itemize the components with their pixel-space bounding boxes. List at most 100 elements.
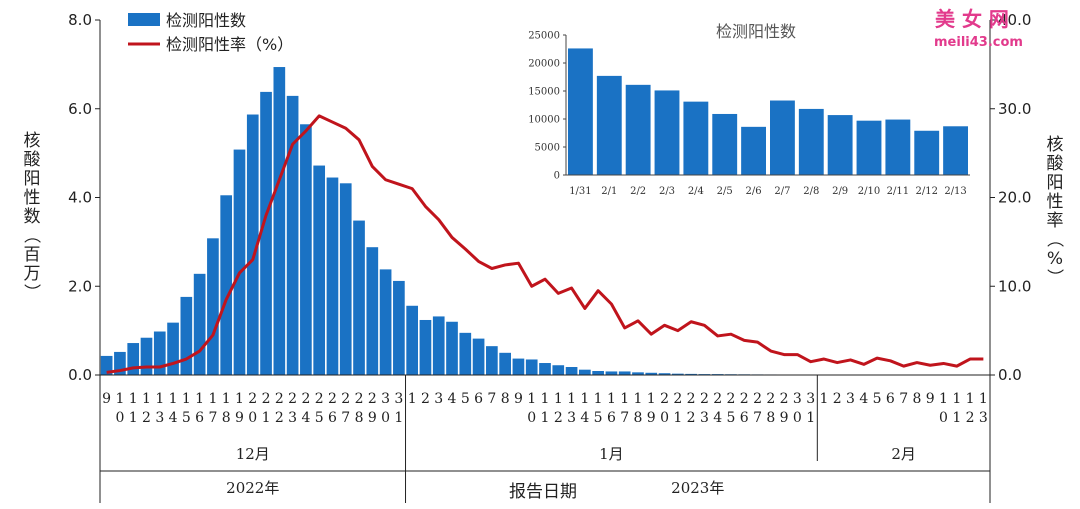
legend-bar-swatch — [128, 13, 160, 26]
inset-y-tick-4: 20000 — [528, 59, 560, 70]
right-tick-label-1: 10.0 — [998, 277, 1031, 295]
day-tick-59: 6 — [886, 391, 895, 407]
inset-x-tick-11: 2/11 — [887, 186, 909, 197]
bar-positives-17 — [326, 177, 339, 375]
day-tick-19-1: 8 — [355, 410, 364, 426]
inset-bar-12 — [914, 130, 940, 175]
inset-y-tick-3: 15000 — [528, 87, 560, 98]
legend-line-label: 检测阳性率（%） — [166, 35, 293, 54]
bar-positives-20 — [366, 247, 379, 375]
bar-positives-24 — [419, 319, 432, 375]
bar-positives-16 — [313, 165, 326, 375]
day-tick-35-0: 1 — [567, 391, 576, 407]
day-tick-14-1: 3 — [288, 410, 297, 426]
left-axis-title-char-5: （ — [21, 227, 41, 244]
day-tick-11-0: 2 — [248, 391, 257, 407]
inset-bar-9 — [827, 115, 853, 175]
day-tick-66-0: 1 — [979, 391, 988, 407]
inset-title: 检测阳性数 — [716, 22, 796, 41]
day-tick-37-0: 1 — [594, 391, 603, 407]
day-tick-46-0: 2 — [713, 391, 722, 407]
day-tick-18-0: 2 — [341, 391, 350, 407]
day-tick-62: 9 — [926, 391, 935, 407]
day-tick-53-0: 3 — [806, 391, 815, 407]
day-tick-36-1: 4 — [580, 410, 589, 426]
day-tick-13-1: 2 — [275, 410, 284, 426]
day-tick-34-1: 2 — [554, 410, 563, 426]
day-tick-65-0: 1 — [966, 391, 975, 407]
bar-positives-10 — [233, 149, 246, 375]
bar-positives-29 — [486, 346, 498, 375]
day-tick-33-1: 1 — [541, 410, 550, 426]
bar-positives-35 — [565, 367, 578, 375]
day-tick-23: 1 — [408, 391, 417, 407]
day-tick-18-1: 7 — [341, 410, 350, 426]
day-tick-2-0: 1 — [129, 391, 138, 407]
inset-bar-4 — [683, 101, 709, 175]
day-tick-0: 9 — [102, 391, 111, 407]
legend: 检测阳性数 检测阳性率（%） — [128, 11, 293, 54]
legend-bar-label: 检测阳性数 — [166, 11, 246, 30]
year-label-1: 2023年 — [671, 479, 724, 497]
right-axis-title-char-7: ） — [1044, 269, 1064, 286]
day-tick-2-1: 1 — [129, 410, 138, 426]
day-tick-5-1: 4 — [169, 410, 178, 426]
inset-bar-8 — [798, 108, 824, 175]
day-tick-36-0: 1 — [580, 391, 589, 407]
right-axis-title-char-4: 率 — [1047, 211, 1064, 231]
day-tick-58: 5 — [873, 391, 882, 407]
bar-positives-14 — [286, 95, 299, 375]
watermark-title: 美 女 网 — [935, 7, 1009, 31]
day-tick-61: 8 — [912, 391, 921, 407]
day-tick-51-1: 9 — [780, 410, 789, 426]
day-tick-1-1: 0 — [115, 410, 124, 426]
right-axis-title-char-3: 性 — [1047, 192, 1064, 212]
day-tick-29: 7 — [487, 391, 496, 407]
day-tick-46-1: 4 — [713, 410, 722, 426]
inset-x-tick-13: 2/13 — [944, 186, 966, 197]
day-tick-44-0: 2 — [687, 391, 696, 407]
inset-bar-5 — [712, 113, 738, 175]
day-tick-51-0: 2 — [780, 391, 789, 407]
day-tick-50-1: 8 — [766, 410, 775, 426]
day-tick-17-1: 6 — [328, 410, 337, 426]
day-tick-3-1: 2 — [142, 410, 151, 426]
inset-x-tick-8: 2/8 — [803, 186, 819, 197]
left-axis-title-char-3: 性 — [24, 188, 41, 208]
inset-x-tick-12: 2/12 — [915, 186, 937, 197]
right-tick-label-3: 30.0 — [998, 100, 1031, 118]
day-tick-34-0: 1 — [554, 391, 563, 407]
right-tick-label-0: 0.0 — [998, 366, 1022, 384]
inset-x-tick-5: 2/5 — [717, 186, 733, 197]
day-tick-22-1: 1 — [394, 410, 403, 426]
inset-y-tick-1: 5000 — [535, 143, 560, 154]
left-axis-title-char-6: 百 — [24, 245, 41, 265]
left-axis-title-char-2: 阳 — [24, 169, 41, 189]
day-tick-48-0: 2 — [740, 391, 749, 407]
day-tick-12-0: 2 — [262, 391, 271, 407]
day-tick-45-0: 2 — [700, 391, 709, 407]
day-tick-11-1: 0 — [248, 410, 257, 426]
bar-positives-36 — [579, 369, 591, 375]
day-tick-22-0: 3 — [394, 391, 403, 407]
day-tick-7-0: 1 — [195, 391, 204, 407]
day-tick-63-0: 1 — [939, 391, 948, 407]
day-tick-10-1: 9 — [235, 410, 244, 426]
day-tick-33-0: 1 — [541, 391, 550, 407]
inset-bar-6 — [741, 126, 766, 175]
day-tick-40-1: 8 — [634, 410, 643, 426]
left-axis-title-char-0: 核 — [24, 131, 41, 151]
watermark-url: meili43.com — [934, 35, 1023, 50]
bar-positives-2 — [127, 343, 140, 375]
left-axis-title-char-4: 数 — [24, 207, 41, 227]
day-tick-39-1: 7 — [620, 410, 629, 426]
day-tick-28: 6 — [474, 391, 483, 407]
day-tick-42-0: 2 — [660, 391, 669, 407]
bar-positives-9 — [220, 195, 233, 375]
inset-x-tick-6: 2/6 — [746, 186, 762, 197]
day-tick-15-0: 2 — [301, 391, 310, 407]
bar-positives-18 — [339, 183, 352, 375]
month-label-1: 1月 — [599, 445, 624, 463]
day-tick-10-0: 1 — [235, 391, 244, 407]
